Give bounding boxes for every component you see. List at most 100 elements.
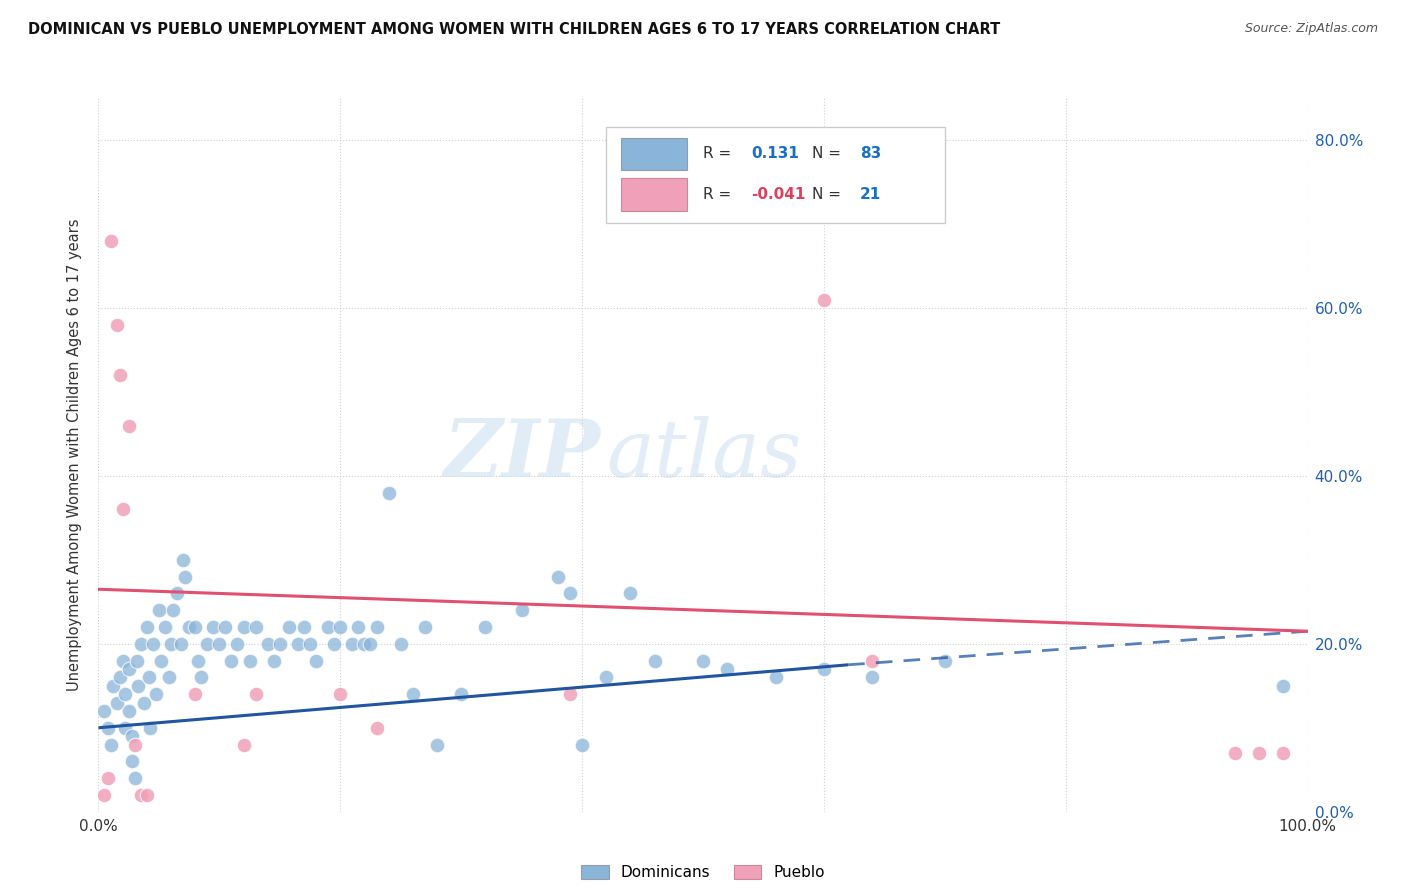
- Text: R =: R =: [703, 187, 737, 202]
- Point: [127, 654, 149, 668]
- Point: [1272, 746, 1295, 760]
- Point: [108, 368, 131, 383]
- Point: [860, 654, 883, 668]
- Point: [100, 234, 122, 248]
- Point: [202, 620, 225, 634]
- Point: [129, 637, 152, 651]
- Point: [571, 738, 593, 752]
- Point: [105, 696, 128, 710]
- Point: [292, 620, 315, 634]
- Point: [150, 654, 173, 668]
- Y-axis label: Unemployment Among Women with Children Ages 6 to 17 years: Unemployment Among Women with Children A…: [67, 219, 83, 691]
- Point: [426, 738, 449, 752]
- Text: N =: N =: [811, 146, 845, 161]
- Point: [619, 586, 641, 600]
- Point: [174, 569, 197, 583]
- Point: [138, 670, 160, 684]
- Point: [172, 553, 194, 567]
- Text: -0.041: -0.041: [751, 187, 806, 202]
- Point: [108, 670, 131, 684]
- Point: [157, 670, 180, 684]
- Point: [221, 654, 243, 668]
- Point: [323, 637, 346, 651]
- Point: [765, 670, 787, 684]
- Point: [299, 637, 322, 651]
- Point: [269, 637, 291, 651]
- Point: [179, 620, 201, 634]
- Point: [101, 679, 124, 693]
- Point: [547, 569, 569, 583]
- Point: [135, 620, 157, 634]
- Text: R =: R =: [703, 146, 737, 161]
- Point: [160, 637, 183, 651]
- Point: [305, 654, 328, 668]
- Point: [114, 687, 136, 701]
- Point: [145, 687, 167, 701]
- Point: [208, 637, 231, 651]
- Point: [342, 637, 364, 651]
- Point: [287, 637, 309, 651]
- Point: [93, 788, 115, 802]
- Point: [129, 788, 152, 802]
- Point: [226, 637, 249, 651]
- Point: [644, 654, 666, 668]
- Point: [121, 729, 143, 743]
- Point: [256, 637, 278, 651]
- Point: [389, 637, 412, 651]
- Point: [1249, 746, 1271, 760]
- Point: [347, 620, 370, 634]
- Point: [377, 485, 399, 500]
- Text: Source: ZipAtlas.com: Source: ZipAtlas.com: [1244, 22, 1378, 36]
- Point: [135, 788, 157, 802]
- Point: [366, 721, 388, 735]
- Point: [111, 502, 134, 516]
- Point: [245, 620, 267, 634]
- Text: atlas: atlas: [606, 417, 801, 493]
- Point: [124, 738, 146, 752]
- Point: [148, 603, 170, 617]
- Point: [97, 721, 120, 735]
- Point: [105, 318, 128, 332]
- Point: [360, 637, 382, 651]
- Point: [239, 654, 262, 668]
- Point: [692, 654, 714, 668]
- Point: [510, 603, 533, 617]
- Point: [97, 771, 120, 785]
- Point: [716, 662, 738, 676]
- Text: 0.131: 0.131: [751, 146, 799, 161]
- Point: [93, 704, 115, 718]
- FancyBboxPatch shape: [621, 178, 688, 211]
- Text: ZIP: ZIP: [443, 417, 600, 493]
- Point: [860, 670, 883, 684]
- FancyBboxPatch shape: [621, 137, 688, 169]
- Point: [121, 755, 143, 769]
- Point: [187, 654, 209, 668]
- Point: [558, 586, 581, 600]
- Point: [127, 679, 149, 693]
- Point: [111, 654, 134, 668]
- Point: [153, 620, 176, 634]
- Point: [169, 637, 191, 651]
- Point: [184, 687, 207, 701]
- Point: [124, 771, 146, 785]
- Point: [134, 696, 156, 710]
- Text: 83: 83: [860, 146, 882, 161]
- Point: [114, 721, 136, 735]
- Point: [1223, 746, 1246, 760]
- Point: [232, 620, 254, 634]
- Point: [100, 738, 122, 752]
- Point: [184, 620, 207, 634]
- Text: 21: 21: [860, 187, 882, 202]
- Legend: Dominicans, Pueblo: Dominicans, Pueblo: [575, 858, 831, 886]
- FancyBboxPatch shape: [606, 127, 945, 223]
- Point: [139, 721, 162, 735]
- Text: DOMINICAN VS PUEBLO UNEMPLOYMENT AMONG WOMEN WITH CHILDREN AGES 6 TO 17 YEARS CO: DOMINICAN VS PUEBLO UNEMPLOYMENT AMONG W…: [28, 22, 1001, 37]
- Point: [195, 637, 218, 651]
- Point: [813, 662, 835, 676]
- Point: [190, 670, 212, 684]
- Point: [232, 738, 254, 752]
- Point: [214, 620, 236, 634]
- Point: [366, 620, 388, 634]
- Point: [316, 620, 339, 634]
- Point: [142, 637, 165, 651]
